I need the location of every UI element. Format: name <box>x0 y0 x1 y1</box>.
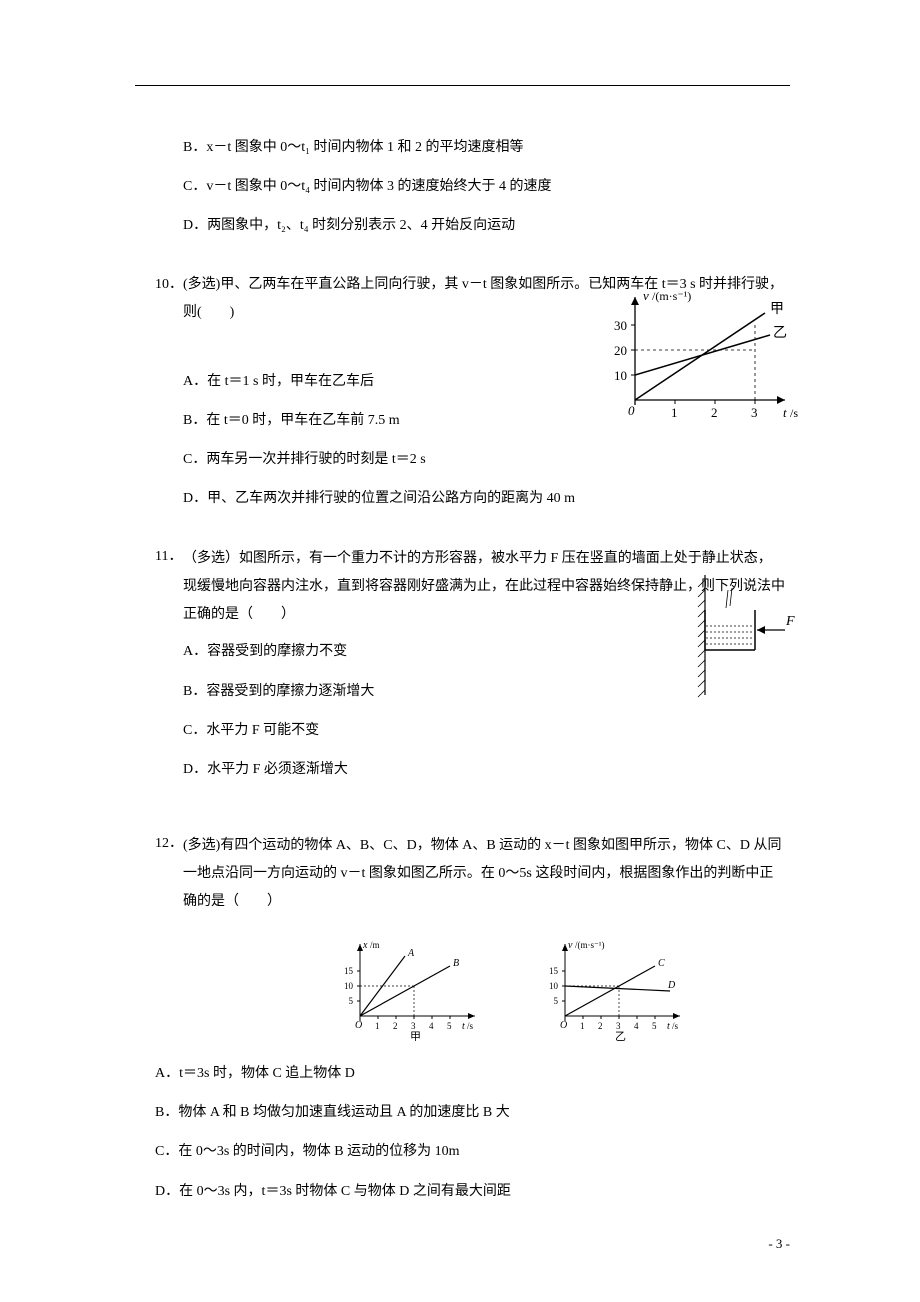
q10-number: 10． <box>155 273 183 293</box>
q12-graph-jia: 5 10 15 O 1 2 3 4 5 A <box>335 936 490 1041</box>
svg-text:D: D <box>667 980 676 991</box>
q11-option-d: D．水平力 F 必须逐渐增大 <box>155 757 785 782</box>
svg-text:乙: 乙 <box>615 1030 626 1041</box>
q12-graph-yi: 5 10 15 O 1 2 3 4 5 C D <box>540 936 695 1041</box>
q12-option-b: B．物体 A 和 B 均做匀加速直线运动且 A 的加速度比 B 大 <box>155 1100 785 1125</box>
svg-text:A: A <box>407 948 415 959</box>
svg-text:2: 2 <box>598 1021 603 1031</box>
svg-text:5: 5 <box>652 1021 657 1031</box>
q10-graph: 10 20 30 0 1 2 3 甲 乙 v /(m·s⁻¹) t /s <box>605 285 805 425</box>
svg-text:15: 15 <box>344 966 354 976</box>
svg-text:/m: /m <box>370 940 380 950</box>
svg-text:/s: /s <box>672 1021 679 1031</box>
svg-text:/(m·s⁻¹): /(m·s⁻¹) <box>575 940 604 950</box>
svg-text:/(m·s⁻¹): /(m·s⁻¹) <box>652 289 691 303</box>
svg-text:甲: 甲 <box>770 302 784 317</box>
svg-text:4: 4 <box>429 1021 434 1031</box>
svg-text:2: 2 <box>393 1021 398 1031</box>
svg-text:1: 1 <box>375 1021 380 1031</box>
question-12: 12． (多选)有四个运动的物体 A、B、C、D，物体 A、B 运动的 x－t … <box>155 832 785 1204</box>
svg-text:20: 20 <box>614 343 627 358</box>
svg-text:t: t <box>667 1021 670 1032</box>
option-b: B．x－t 图象中 0～t₁ 时间内物体 1 和 2 的平均速度相等 <box>155 135 785 160</box>
svg-text:30: 30 <box>614 318 627 333</box>
svg-text:10: 10 <box>549 981 559 991</box>
q12-graphs: 5 10 15 O 1 2 3 4 5 A <box>335 936 785 1041</box>
svg-text:/s: /s <box>467 1021 474 1031</box>
option-d: D．两图象中，t₂、t₄ 时刻分别表示 2、4 开始反向运动 <box>155 213 785 238</box>
svg-text:1: 1 <box>671 405 678 420</box>
q12-stem: (多选)有四个运动的物体 A、B、C、D，物体 A、B 运动的 x－t 图象如图… <box>183 832 785 916</box>
q10-option-c: C．两车另一次并排行驶的时刻是 t＝2 s <box>155 447 785 472</box>
svg-text:v: v <box>568 940 573 951</box>
svg-text:0: 0 <box>628 403 635 418</box>
svg-text:3: 3 <box>411 1021 416 1031</box>
option-c: C．v－t 图象中 0～t₄ 时间内物体 3 的速度始终大于 4 的速度 <box>155 174 785 199</box>
q10-option-d: D．甲、乙车两次并排行驶的位置之间沿公路方向的距离为 40 m <box>155 486 785 511</box>
svg-text:B: B <box>453 958 459 969</box>
svg-text:x: x <box>362 940 368 951</box>
q11-option-c: C．水平力 F 可能不变 <box>155 718 785 743</box>
svg-text:/s: /s <box>790 406 798 420</box>
svg-text:3: 3 <box>751 405 758 420</box>
q11-number: 11． <box>155 545 183 565</box>
svg-text:10: 10 <box>344 981 354 991</box>
svg-text:5: 5 <box>554 996 559 1006</box>
page-number: - 3 - <box>768 1236 790 1252</box>
svg-text:t: t <box>783 405 787 420</box>
svg-text:5: 5 <box>349 996 354 1006</box>
page-top-border <box>135 85 790 86</box>
svg-text:2: 2 <box>711 405 718 420</box>
svg-text:F: F <box>785 614 795 629</box>
svg-text:C: C <box>658 958 665 969</box>
svg-text:O: O <box>560 1020 567 1031</box>
q12-option-c: C．在 0～3s 的时间内，物体 B 运动的位移为 10m <box>155 1139 785 1164</box>
q12-option-a: A．t＝3s 时，物体 C 追上物体 D <box>155 1061 785 1086</box>
svg-text:乙: 乙 <box>773 325 787 341</box>
svg-text:10: 10 <box>614 368 627 383</box>
q12-option-d: D．在 0～3s 内，t＝3s 时物体 C 与物体 D 之间有最大间距 <box>155 1179 785 1204</box>
svg-text:甲: 甲 <box>410 1031 421 1041</box>
q11-figure: F <box>690 570 795 700</box>
svg-text:4: 4 <box>634 1021 639 1031</box>
svg-text:t: t <box>462 1021 465 1032</box>
svg-text:O: O <box>355 1020 362 1031</box>
svg-text:v: v <box>643 288 649 303</box>
svg-text:3: 3 <box>616 1021 621 1031</box>
svg-text:15: 15 <box>549 966 559 976</box>
q12-number: 12． <box>155 832 183 852</box>
svg-text:1: 1 <box>580 1021 585 1031</box>
svg-text:5: 5 <box>447 1021 452 1031</box>
